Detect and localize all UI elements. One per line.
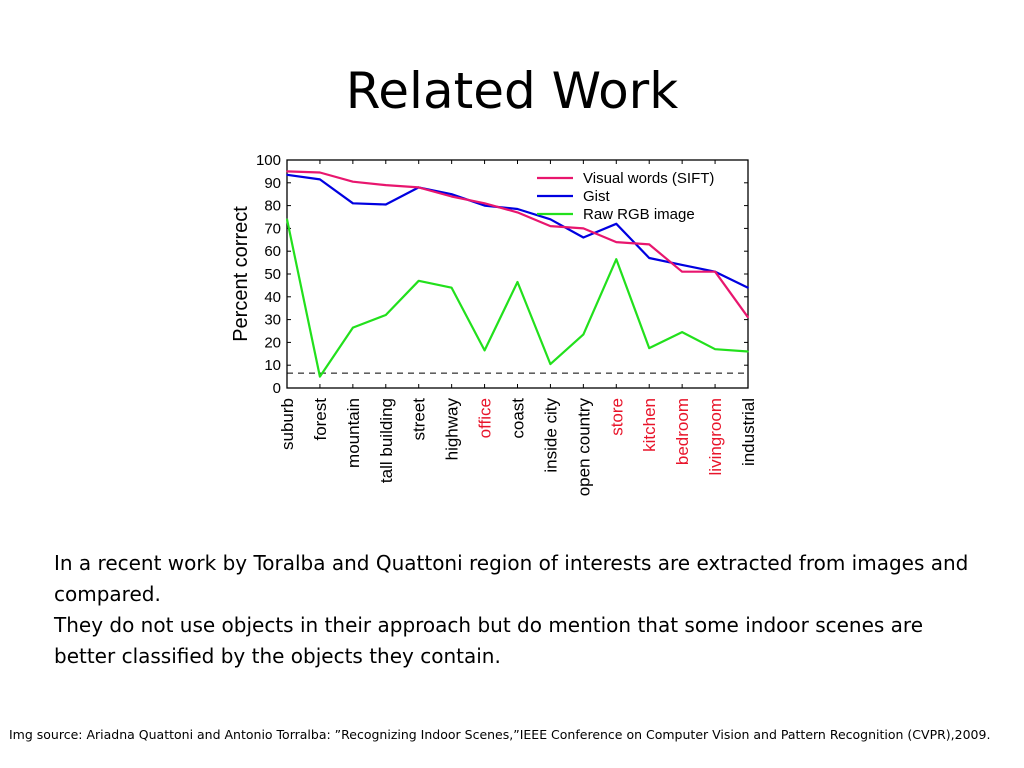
y-tick-label: 20 [264, 334, 281, 351]
y-tick-label: 60 [264, 243, 281, 260]
series-line-raw-rgb-image [285, 219, 749, 378]
data-point [714, 270, 716, 273]
data-point [319, 178, 321, 181]
x-tick-label: open country [574, 398, 593, 497]
data-point [352, 180, 354, 183]
data-point [319, 375, 321, 378]
data-point [384, 184, 387, 186]
data-point [582, 227, 585, 230]
y-tick-label: 80 [264, 198, 281, 215]
series-line-visual-words-sift [286, 170, 749, 318]
line-chart: 0 10 20 30 40 50 60 70 80 90 100 Percent correct Vis… [230, 152, 758, 497]
data-point [450, 193, 453, 195]
chart: 0 10 20 30 40 50 60 70 80 90 100 Percent correct Vis… [225, 148, 770, 528]
data-point [615, 241, 618, 243]
body-text: In a recent work by Toralba and Quattoni… [54, 548, 984, 672]
data-point [549, 218, 552, 221]
data-point [615, 258, 618, 260]
data-point [648, 257, 651, 259]
data-point [384, 314, 387, 316]
data-point [286, 174, 288, 176]
data-point [516, 281, 519, 283]
x-tick-label: office [476, 398, 495, 438]
y-tick-label: 90 [264, 175, 281, 192]
y-tick-label: 100 [256, 152, 281, 169]
x-tick-label: mountain [344, 398, 363, 468]
data-point [582, 236, 585, 239]
data-point [747, 286, 749, 289]
series-line-gist [286, 173, 749, 289]
data-point [549, 363, 552, 365]
data-point [747, 350, 749, 353]
x-tick-label: industrial [739, 398, 758, 466]
y-tick-label: 10 [264, 357, 281, 374]
legend-entry: Gist [583, 188, 611, 205]
x-tick-label: bedroom [673, 398, 692, 465]
x-tick-label: tall building [377, 398, 396, 483]
y-tick-label: 70 [264, 220, 281, 237]
y-tick-label: 0 [273, 380, 281, 397]
data-point [483, 204, 486, 207]
x-tick-label: inside city [541, 398, 560, 473]
x-tick-label: highway [443, 398, 462, 461]
data-point [352, 326, 354, 329]
image-source-citation: Img source: Ariadna Quattoni and Antonio… [9, 727, 991, 742]
data-point [319, 171, 321, 174]
y-axis-label: Percent correct [230, 206, 252, 342]
data-point [417, 186, 420, 189]
data-point [648, 347, 651, 349]
x-tick-label: kitchen [640, 398, 659, 452]
x-tick-label: forest [311, 398, 330, 441]
x-tick-label: livingroom [706, 398, 725, 475]
data-point [352, 202, 354, 205]
data-point [384, 203, 387, 206]
data-point [549, 225, 552, 227]
y-tick-label: 50 [264, 266, 281, 283]
y-tick-label: 40 [264, 289, 281, 306]
data-point [681, 264, 683, 266]
data-point [681, 331, 683, 333]
data-point [483, 202, 486, 205]
x-tick-label: store [607, 398, 626, 436]
slide-title: Related Work [345, 62, 679, 120]
data-point [681, 270, 683, 273]
y-tick-label: 30 [264, 312, 281, 329]
data-point [483, 349, 486, 352]
x-tick-label: street [410, 398, 429, 441]
plot-frame [286, 159, 749, 389]
legend-entry: Visual words (SIFT) [583, 170, 714, 187]
legend-entry: Raw RGB image [583, 206, 695, 223]
data-point [516, 208, 519, 210]
paragraph: In a recent work by Toralba and Quattoni… [54, 551, 969, 606]
data-point [450, 286, 453, 289]
data-point [286, 170, 288, 173]
data-point [747, 316, 749, 319]
data-point [714, 348, 716, 351]
data-point [582, 333, 585, 336]
x-tick-label: suburb [278, 398, 297, 450]
x-tick-label: coast [509, 398, 528, 439]
data-point [516, 211, 519, 214]
data-point [648, 243, 651, 246]
data-point [450, 195, 453, 198]
data-point [417, 280, 420, 282]
paragraph: They do not use objects in their approac… [54, 613, 924, 668]
data-point [286, 218, 288, 221]
data-point [615, 223, 618, 225]
